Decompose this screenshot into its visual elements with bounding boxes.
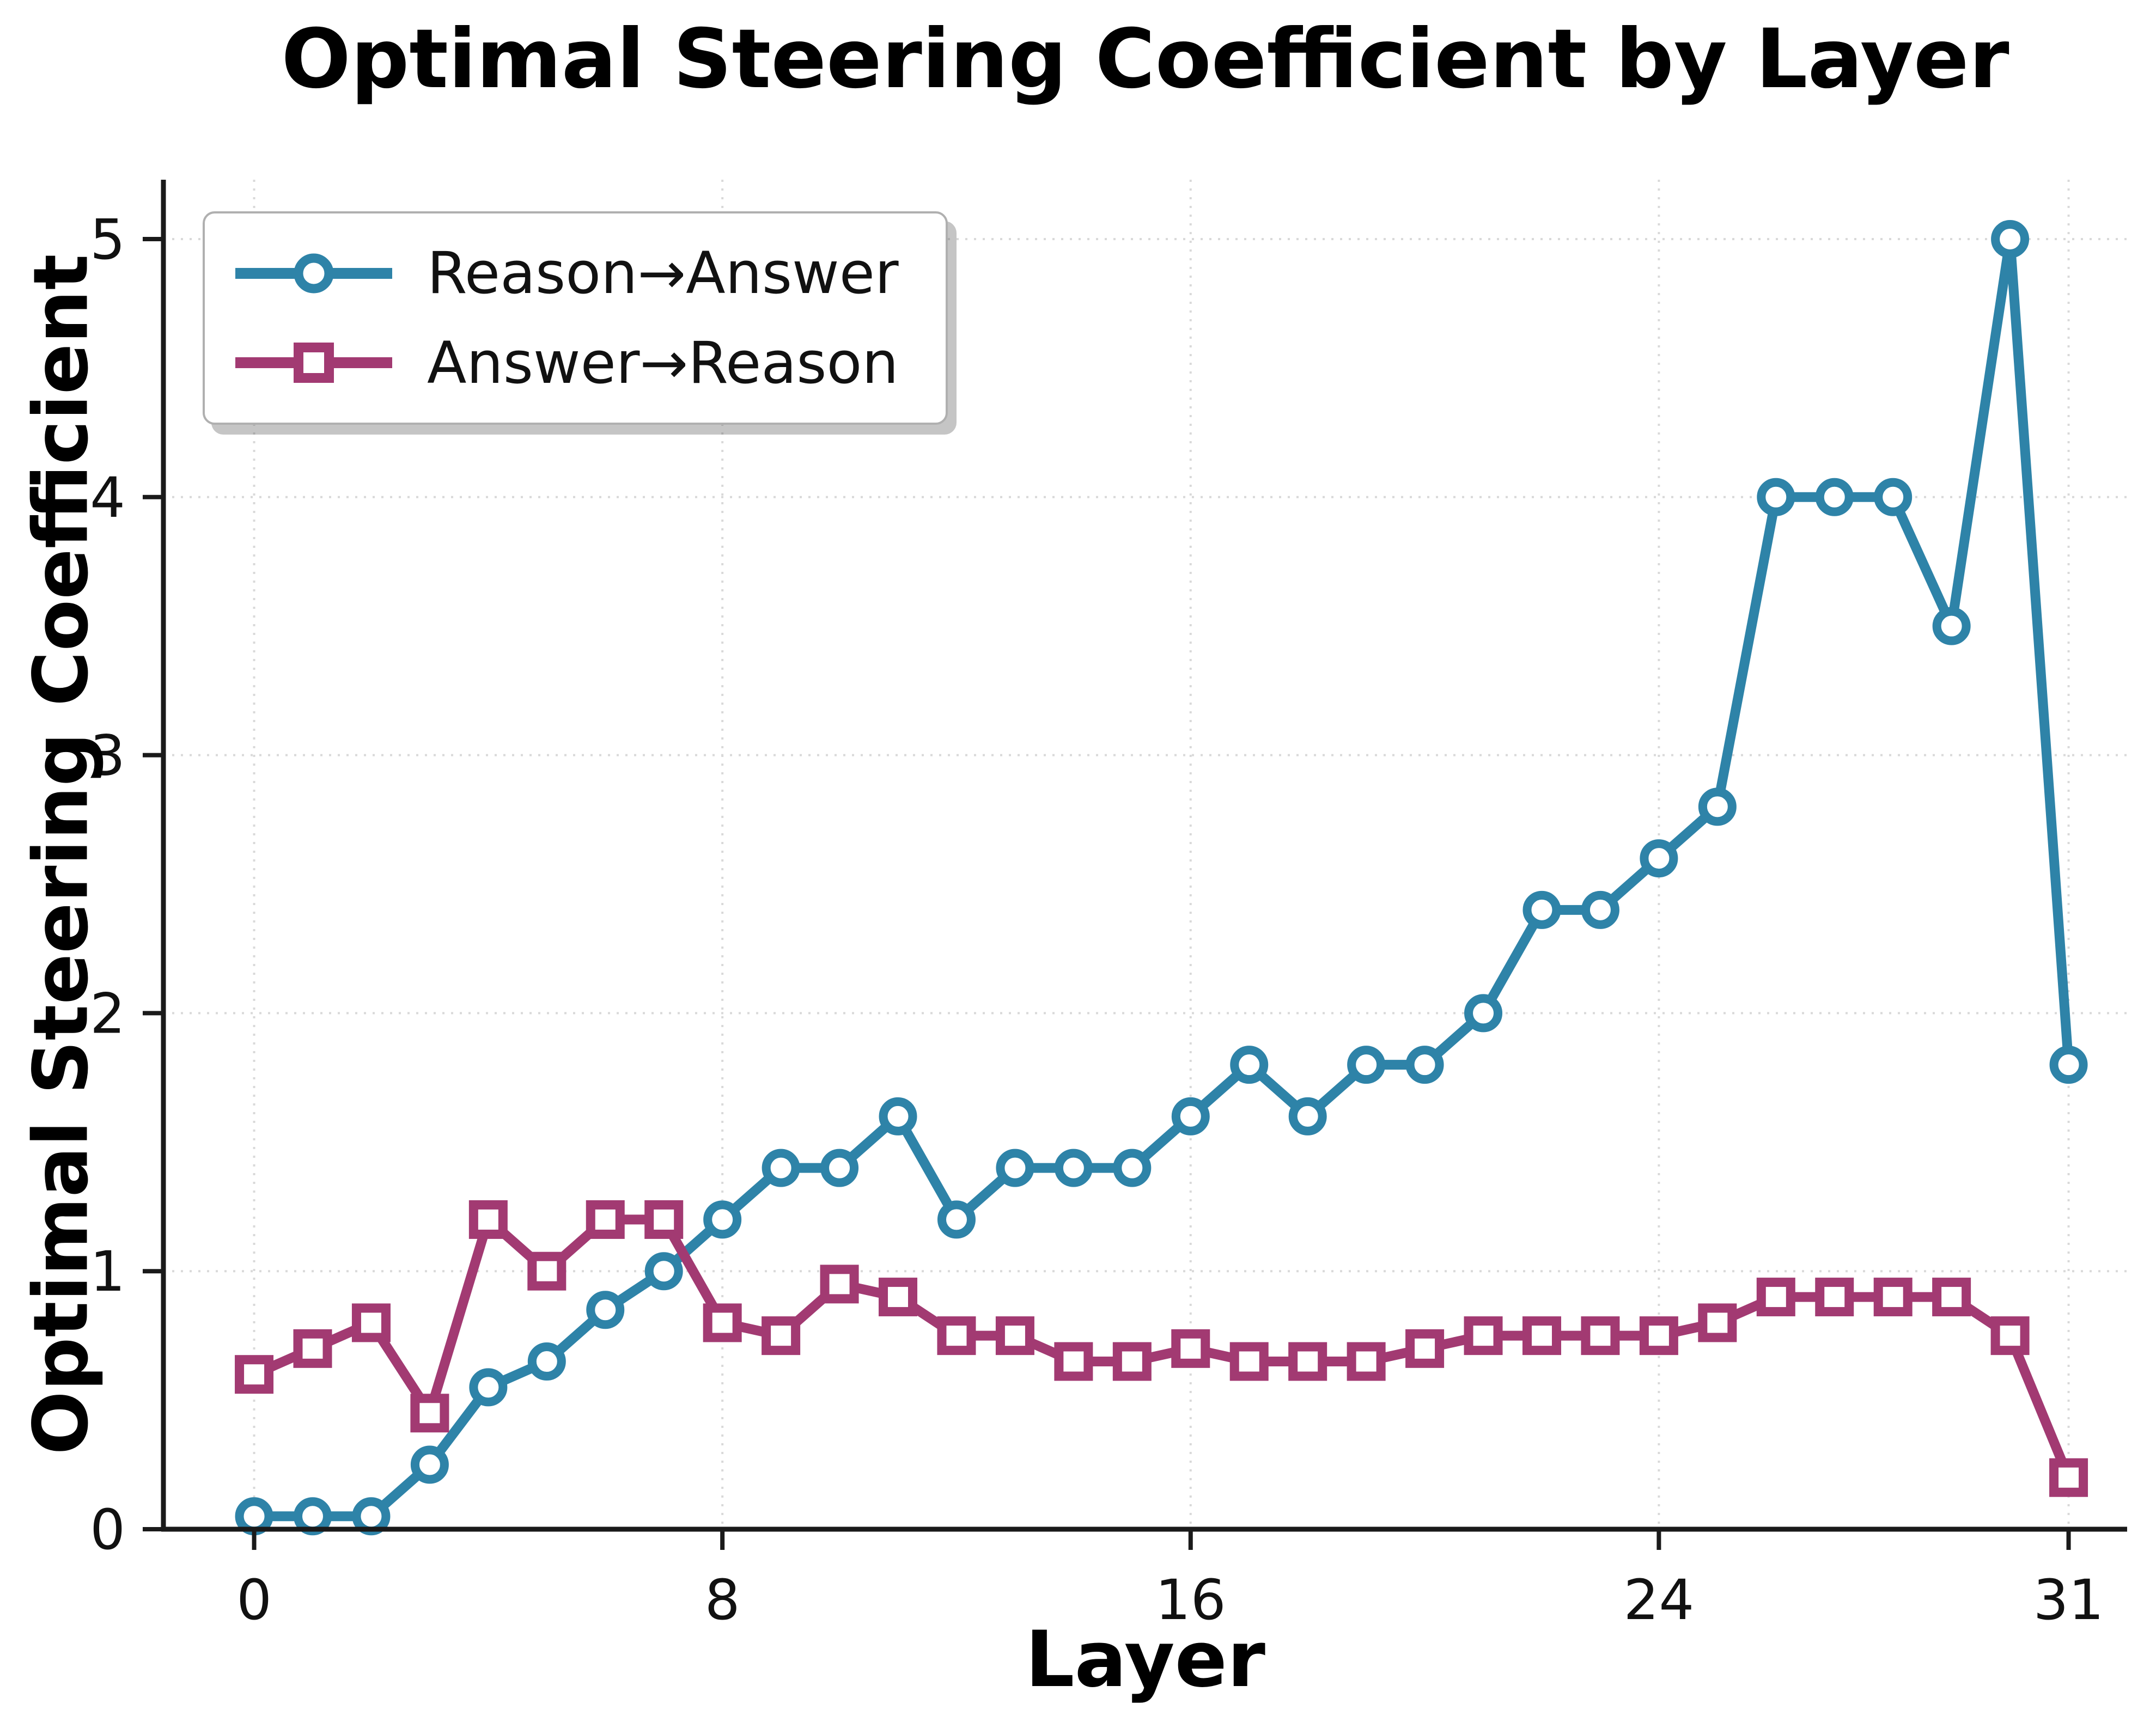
data-point-marker [1171,1329,1210,1368]
data-point-marker [468,1200,508,1239]
data-point-marker [1873,1278,1913,1317]
data-point-marker [879,1278,918,1317]
data-point-marker [762,1149,800,1187]
data-point-marker [1113,1149,1152,1187]
data-point-marker [235,1497,273,1536]
data-point-marker [1757,478,1795,516]
y-tick-label: 3 [90,724,125,789]
data-point-marker [1640,839,1678,878]
x-tick-label: 16 [1155,1568,1226,1633]
legend-item-answer-to-reason: Answer→Reason [232,327,918,398]
y-tick-label: 2 [90,981,125,1046]
data-point-marker [703,1303,742,1342]
data-point-marker [586,1291,625,1329]
y-tick-label: 5 [90,207,125,272]
data-point-marker [352,1497,391,1536]
data-point-marker [1991,219,2030,258]
data-point-marker [235,1355,274,1394]
data-point-marker [1639,1316,1678,1355]
data-point-marker [1581,1316,1620,1355]
data-point-marker [1756,1278,1795,1317]
data-point-marker [410,1394,449,1433]
data-point-marker [1347,1046,1386,1084]
data-point-marker [995,1316,1034,1355]
legend: Reason→Answer Answer→Reason [203,211,948,425]
data-point-marker [410,1445,449,1484]
data-point-marker [1522,890,1561,929]
data-point-marker [879,1097,917,1135]
data-point-marker [1932,607,1971,645]
legend-circle-marker-icon [235,253,392,294]
data-point-marker [2049,1046,2088,1084]
x-tick-label: 31 [2033,1568,2104,1633]
data-point-marker [1815,1278,1854,1317]
x-tick-label: 8 [705,1568,740,1633]
data-point-marker [996,1149,1034,1187]
data-point-marker [527,1342,566,1381]
data-point-marker [1288,1342,1327,1381]
y-tick-label: 1 [90,1239,125,1304]
data-point-marker [469,1368,508,1407]
series-reason-to-answer [235,219,2088,1536]
data-point-marker [527,1251,567,1291]
data-point-marker [703,1200,742,1239]
data-point-marker [1347,1342,1386,1381]
data-point-marker [937,1316,976,1355]
data-point-marker [644,1252,683,1291]
data-point-marker [820,1265,859,1304]
data-point-marker [1171,1097,1210,1135]
chart-title: Optimal Steering Coefficient by Layer [281,12,2009,107]
series-answer-to-reason [235,1200,2088,1497]
data-point-marker [351,1303,391,1342]
data-point-marker [1581,890,1619,929]
data-point-marker [1288,1097,1327,1135]
data-point-marker [1112,1342,1152,1381]
data-point-marker [1698,1303,1737,1342]
data-point-marker [1464,994,1503,1033]
data-point-marker [1405,1046,1444,1084]
data-point-marker [293,1329,332,1368]
data-point-marker [820,1149,859,1187]
x-tick-label: 24 [1623,1568,1694,1633]
data-point-marker [1230,1046,1269,1084]
data-point-marker [294,1497,332,1536]
y-axis-label: Optimal Steering Coefficient [17,254,105,1455]
data-point-marker [1990,1316,2030,1355]
data-point-marker [1522,1316,1561,1355]
y-tick-label: 4 [90,466,125,530]
data-point-marker [1932,1278,1971,1317]
legend-label: Answer→Reason [427,329,899,396]
data-point-marker [644,1200,684,1239]
x-axis-label: Layer [1025,1615,1265,1705]
data-point-marker [762,1316,801,1355]
legend-item-reason-to-answer: Reason→Answer [232,238,918,309]
data-point-marker [1229,1342,1269,1381]
data-point-marker [1815,478,1854,516]
data-point-marker [937,1200,976,1239]
data-point-marker [1874,478,1913,516]
data-point-marker [1464,1316,1503,1355]
data-point-marker [1054,1342,1093,1381]
series-line [252,1214,2073,1480]
data-point-marker [2049,1458,2088,1497]
legend-label: Reason→Answer [427,240,899,307]
x-tick-label: 0 [236,1568,272,1633]
data-point-marker [1405,1329,1445,1368]
data-point-marker [1054,1149,1093,1187]
legend-square-marker-icon [235,343,392,383]
y-tick-label: 0 [90,1498,125,1562]
data-point-marker [1698,787,1737,826]
data-point-marker [586,1200,625,1239]
series-line [254,234,2074,1522]
